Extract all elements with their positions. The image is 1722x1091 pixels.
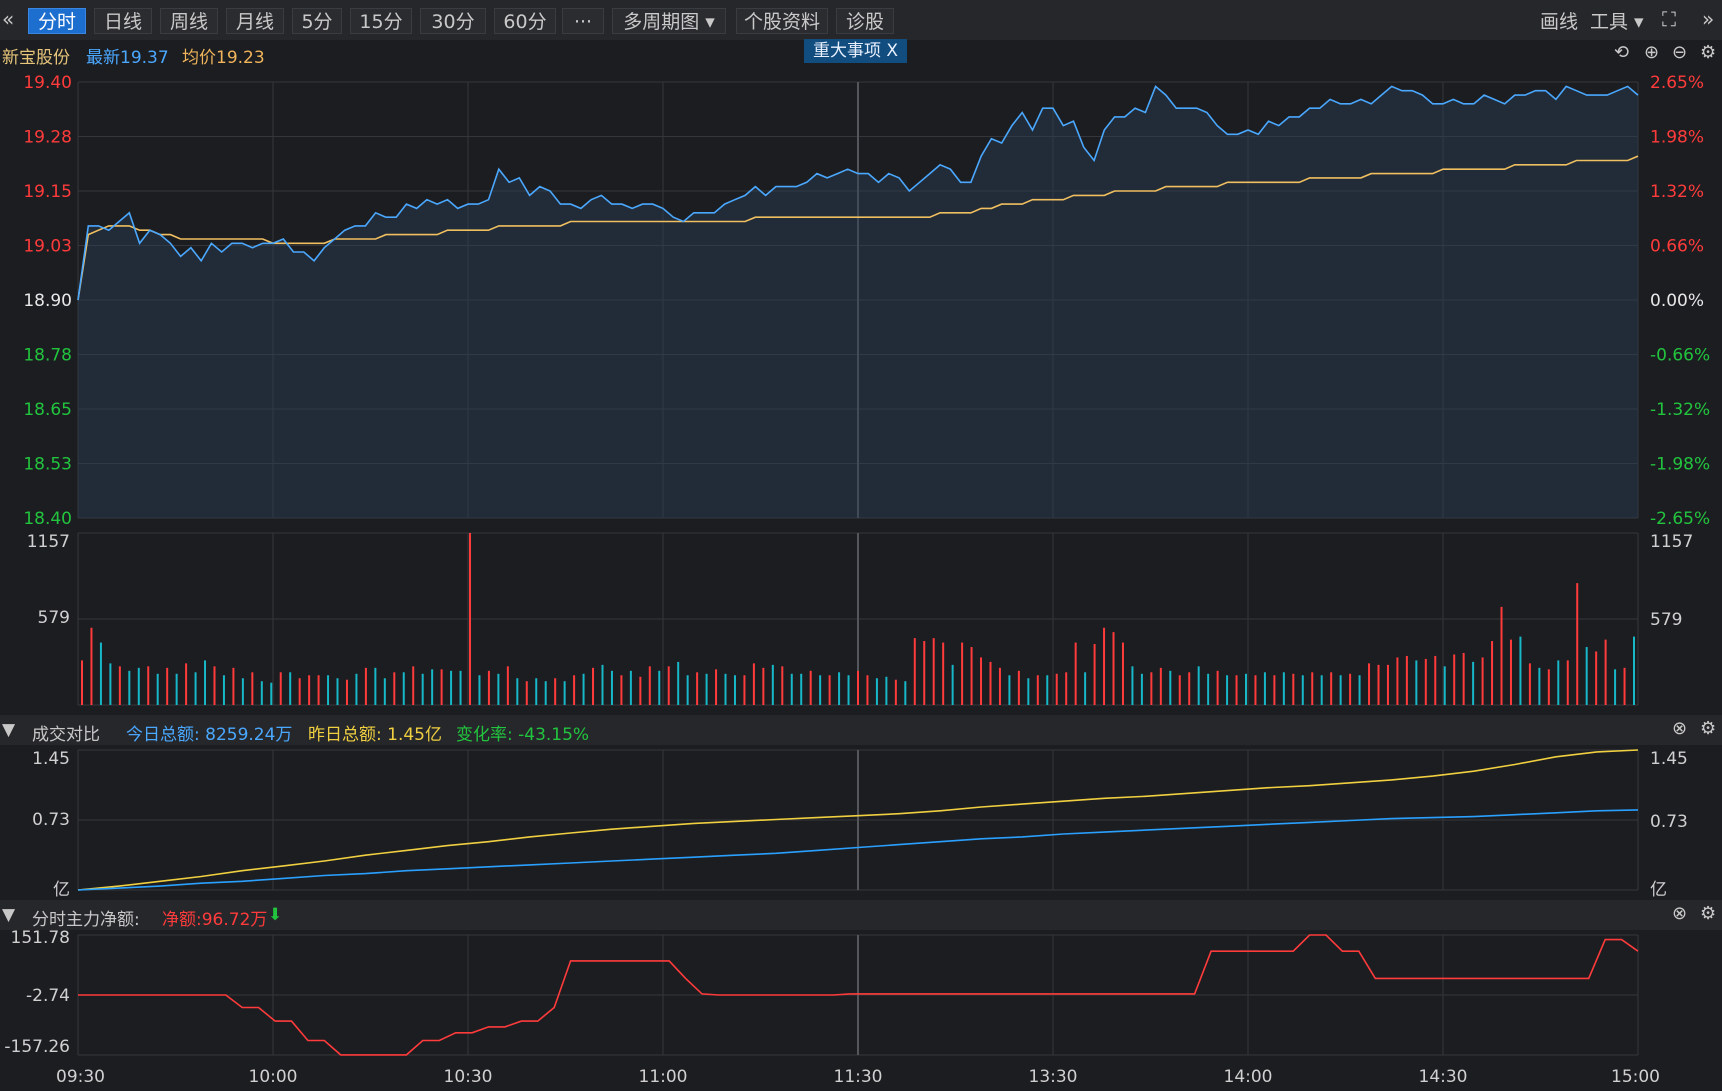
tab-7[interactable]: 60分	[494, 8, 556, 34]
percent-axis-label: -1.32%	[1650, 400, 1710, 420]
major-event-badge[interactable]: 重大事项 X	[804, 39, 907, 63]
latest-price: 最新19.37	[86, 48, 169, 68]
tools-dropdown[interactable]: 工具 ▾	[1590, 11, 1644, 33]
today-total: 今日总额: 8259.24万	[126, 725, 293, 745]
price-axis-label: 19.40	[23, 73, 72, 93]
price-axis-label: 18.90	[23, 291, 72, 311]
forward-icon[interactable]: »	[1702, 7, 1715, 31]
tab-6[interactable]: 30分	[420, 8, 486, 34]
price-axis-label: 18.40	[23, 509, 72, 529]
time-axis-label: 10:30	[444, 1067, 493, 1087]
yesterday-amount-line	[77, 749, 1639, 891]
zoom-in-icon[interactable]: ⊕	[1644, 42, 1660, 63]
time-axis-label: 13:30	[1029, 1067, 1078, 1087]
percent-axis-label: 1.32%	[1650, 182, 1704, 202]
price-axis-label: 19.15	[23, 182, 72, 202]
collapse-icon[interactable]: ▼	[2, 720, 16, 740]
today-amount-line	[77, 809, 1639, 891]
percent-axis-label: 0.66%	[1650, 237, 1704, 257]
tab-10[interactable]: 个股资料	[736, 8, 828, 34]
tab-11[interactable]: 诊股	[836, 8, 894, 34]
time-axis-label: 09:30	[56, 1067, 105, 1087]
time-axis-label: 14:30	[1419, 1067, 1468, 1087]
net-flow-title: 分时主力净额:	[32, 910, 140, 930]
down-arrow-icon: ⬇	[268, 905, 283, 925]
compare-axis-label: 亿	[1650, 880, 1667, 900]
price-axis-label: 19.28	[23, 128, 72, 148]
percent-axis-label: -0.66%	[1650, 346, 1710, 366]
undo-icon[interactable]: ⟲	[1614, 42, 1630, 63]
fullscreen-icon[interactable]: ⛶	[1662, 7, 1676, 31]
tab-8[interactable]: ···	[562, 8, 604, 34]
average-price: 均价19.23	[182, 48, 265, 68]
time-axis-label: 11:00	[639, 1067, 688, 1087]
tab-1[interactable]: 日线	[94, 8, 152, 34]
compare-axis-label: 亿	[53, 880, 70, 900]
price-axis-label: 19.03	[23, 237, 72, 257]
compare-axis-label: 1.45	[32, 749, 70, 769]
percent-axis-label: 0.00%	[1650, 291, 1704, 311]
tab-3[interactable]: 月线	[226, 8, 284, 34]
yesterday-total: 昨日总额: 1.45亿	[308, 725, 442, 745]
tab-2[interactable]: 周线	[160, 8, 218, 34]
tab-4[interactable]: 5分	[292, 8, 342, 34]
price-axis-label: 18.78	[23, 346, 72, 366]
percent-axis-label: -2.65%	[1650, 509, 1710, 529]
settings-icon[interactable]: ⚙	[1700, 903, 1717, 924]
compare-axis-label: 1.45	[1650, 749, 1688, 769]
stock-name: 新宝股份	[2, 48, 70, 68]
price-area	[78, 86, 1638, 519]
percent-axis-label: 1.98%	[1650, 128, 1704, 148]
settings-icon[interactable]: ⚙	[1700, 718, 1717, 739]
price-axis-label: 18.53	[23, 455, 72, 475]
time-axis-label: 15:00	[1611, 1067, 1660, 1087]
net-flow-value: 净额:96.72万	[162, 910, 268, 930]
volume-axis-label: 1157	[27, 532, 70, 552]
tab-9[interactable]: 多周期图 ▾	[612, 8, 726, 34]
tab-5[interactable]: 15分	[350, 8, 412, 34]
compare-axis-label: 0.73	[1650, 812, 1688, 832]
time-axis-label: 11:30	[834, 1067, 883, 1087]
collapse-icon[interactable]: ▼	[2, 905, 16, 925]
top-toolbar: « 分时 日线 周线 月线 5分 15分 30分 60分 ··· 多周期图 ▾ 个股资料 诊股 画线 …	[0, 0, 1722, 41]
zoom-out-icon[interactable]: ⊖	[1672, 42, 1688, 63]
netflow-axis-label: -157.26	[4, 1037, 70, 1057]
percent-axis-label: -1.98%	[1650, 455, 1710, 475]
price-line	[77, 85, 1639, 301]
volume-axis-label: 579	[38, 608, 70, 628]
back-icon[interactable]: «	[2, 7, 15, 31]
volume-compare-header	[0, 715, 1722, 745]
volume-compare-title: 成交对比	[32, 725, 100, 745]
volume-axis-label: 1157	[1650, 532, 1693, 552]
price-axis-label: 18.65	[23, 400, 72, 420]
tab-0[interactable]: 分时	[28, 8, 86, 34]
net-flow-line	[78, 934, 1639, 1056]
net-flow-header	[0, 900, 1722, 930]
close-icon[interactable]: ⊗	[1672, 718, 1688, 739]
draw-line-button[interactable]: 画线	[1540, 11, 1579, 33]
percent-axis-label: 2.65%	[1650, 73, 1704, 93]
compare-axis-label: 0.73	[32, 810, 70, 830]
avg-price-line	[77, 155, 1639, 301]
netflow-axis-label: 151.78	[11, 928, 70, 948]
volume-axis-label: 579	[1650, 610, 1682, 630]
change-rate: 变化率: -43.15%	[456, 725, 590, 745]
close-icon[interactable]: ⊗	[1672, 903, 1688, 924]
netflow-axis-label: -2.74	[26, 986, 70, 1006]
time-axis-label: 14:00	[1224, 1067, 1273, 1087]
settings-icon[interactable]: ⚙	[1700, 42, 1717, 63]
time-axis-label: 10:00	[249, 1067, 298, 1087]
